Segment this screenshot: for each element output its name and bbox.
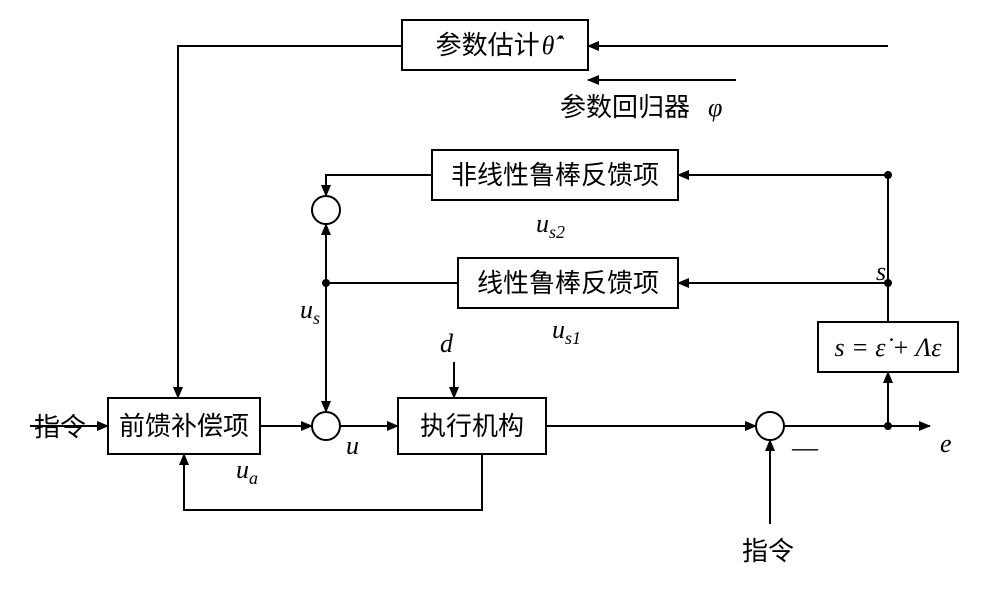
label-command_right: 指令 bbox=[742, 537, 794, 566]
s_block-label: s = ε̇ + Λε bbox=[835, 333, 943, 362]
label-minus: — bbox=[791, 433, 819, 462]
junction-dot bbox=[322, 279, 330, 287]
label-phi: φ bbox=[708, 93, 722, 122]
actuator-label: 执行机构 bbox=[420, 412, 524, 441]
junction-dot bbox=[884, 422, 892, 430]
label-command_left: 指令 bbox=[34, 413, 86, 442]
sum_us bbox=[312, 196, 340, 224]
feedfwd-label: 前馈补偿项 bbox=[119, 412, 249, 441]
label-s: s bbox=[876, 257, 886, 286]
label-us1: us1 bbox=[552, 315, 581, 348]
nonlin_fb-label: 非线性鲁棒反馈项 bbox=[451, 161, 659, 190]
signal-line bbox=[678, 175, 888, 322]
label-us: us bbox=[300, 295, 320, 328]
signal-line bbox=[326, 224, 340, 283]
signal-line bbox=[178, 46, 402, 398]
sum_u bbox=[312, 412, 340, 440]
label-us2: us2 bbox=[536, 209, 565, 242]
control-block-diagram: 参数估计θ̂̇ 非线性鲁棒反馈项线性鲁棒反馈项 s = ε̇ + Λε 前馈补偿项 执行… bbox=[0, 0, 1000, 612]
sum_e bbox=[756, 412, 784, 440]
label-regressor_lbl: 参数回归器 bbox=[560, 93, 690, 122]
label-e: e bbox=[940, 429, 952, 458]
lin_fb-label: 线性鲁棒反馈项 bbox=[477, 269, 659, 298]
label-u: u bbox=[346, 431, 359, 460]
label-ua: ua bbox=[236, 455, 258, 488]
param_est-label: 参数估计θ̂̇ bbox=[436, 31, 565, 60]
signal-line bbox=[326, 175, 432, 196]
label-d: d bbox=[440, 329, 454, 358]
junction-dot bbox=[884, 171, 892, 179]
signal-line bbox=[184, 454, 482, 510]
